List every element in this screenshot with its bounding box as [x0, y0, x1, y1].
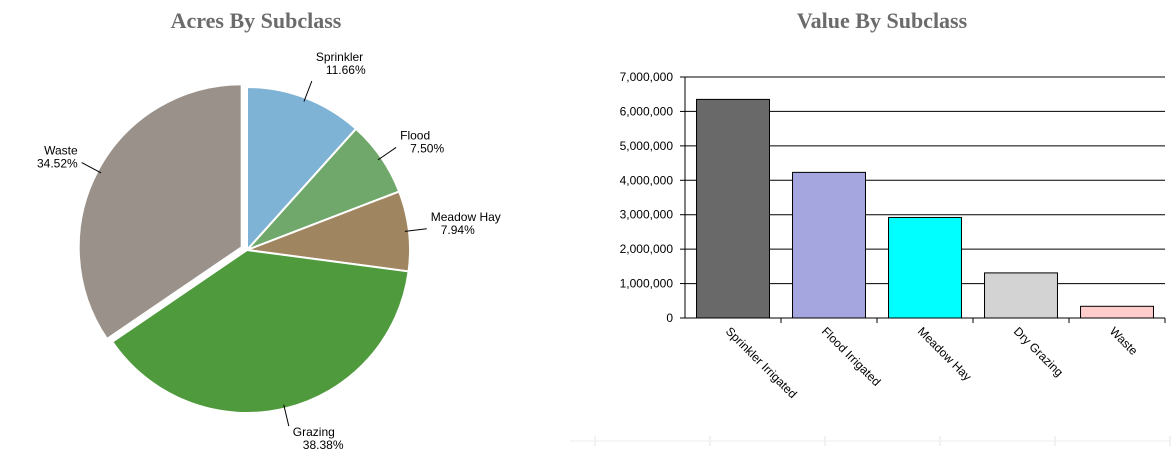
x-tick-label: Sprinkler Irrigated — [723, 324, 800, 401]
slice-value-label: 11.66% — [326, 63, 366, 77]
y-tick-label: 2,000,000 — [620, 242, 674, 256]
x-tick-label: Meadow Hay — [915, 324, 974, 383]
y-tick-label: 3,000,000 — [620, 208, 674, 222]
slice-label: Grazing — [293, 425, 335, 439]
leader-line — [82, 163, 101, 173]
x-tick-label: Flood Irrigated — [819, 324, 884, 389]
slice-label: Waste — [44, 144, 78, 158]
slice-value-label: 7.50% — [410, 141, 444, 155]
slice-value-label: 38.38% — [303, 438, 344, 452]
y-tick-label: 4,000,000 — [620, 173, 674, 187]
x-tick-label: Dry Grazing — [1011, 324, 1066, 379]
y-tick-label: 6,000,000 — [620, 104, 674, 118]
bar — [1081, 306, 1154, 318]
bar — [793, 172, 866, 318]
y-tick-label: 7,000,000 — [620, 70, 674, 84]
page: {"chart_data": [ {"type": "pie", "title"… — [0, 0, 1176, 459]
charts: Acres By Subclass Value By Subclass Spri… — [0, 0, 1176, 459]
x-tick-label: Waste — [1107, 324, 1141, 358]
bar — [985, 273, 1058, 318]
slice-label: Flood — [400, 128, 430, 142]
slice-value-label: 7.94% — [441, 223, 475, 237]
slice-label: Meadow Hay — [431, 210, 501, 224]
bar — [697, 99, 770, 318]
chart-title: Value By Subclass — [797, 8, 968, 33]
leader-line — [378, 147, 396, 159]
chart-title: Acres By Subclass — [171, 8, 342, 33]
bar — [889, 217, 962, 318]
y-tick-label: 1,000,000 — [620, 277, 674, 291]
slice-label: Sprinkler — [316, 50, 363, 64]
y-tick-label: 0 — [666, 311, 673, 325]
slice-value-label: 34.52% — [37, 157, 78, 171]
y-tick-label: 5,000,000 — [620, 139, 674, 153]
